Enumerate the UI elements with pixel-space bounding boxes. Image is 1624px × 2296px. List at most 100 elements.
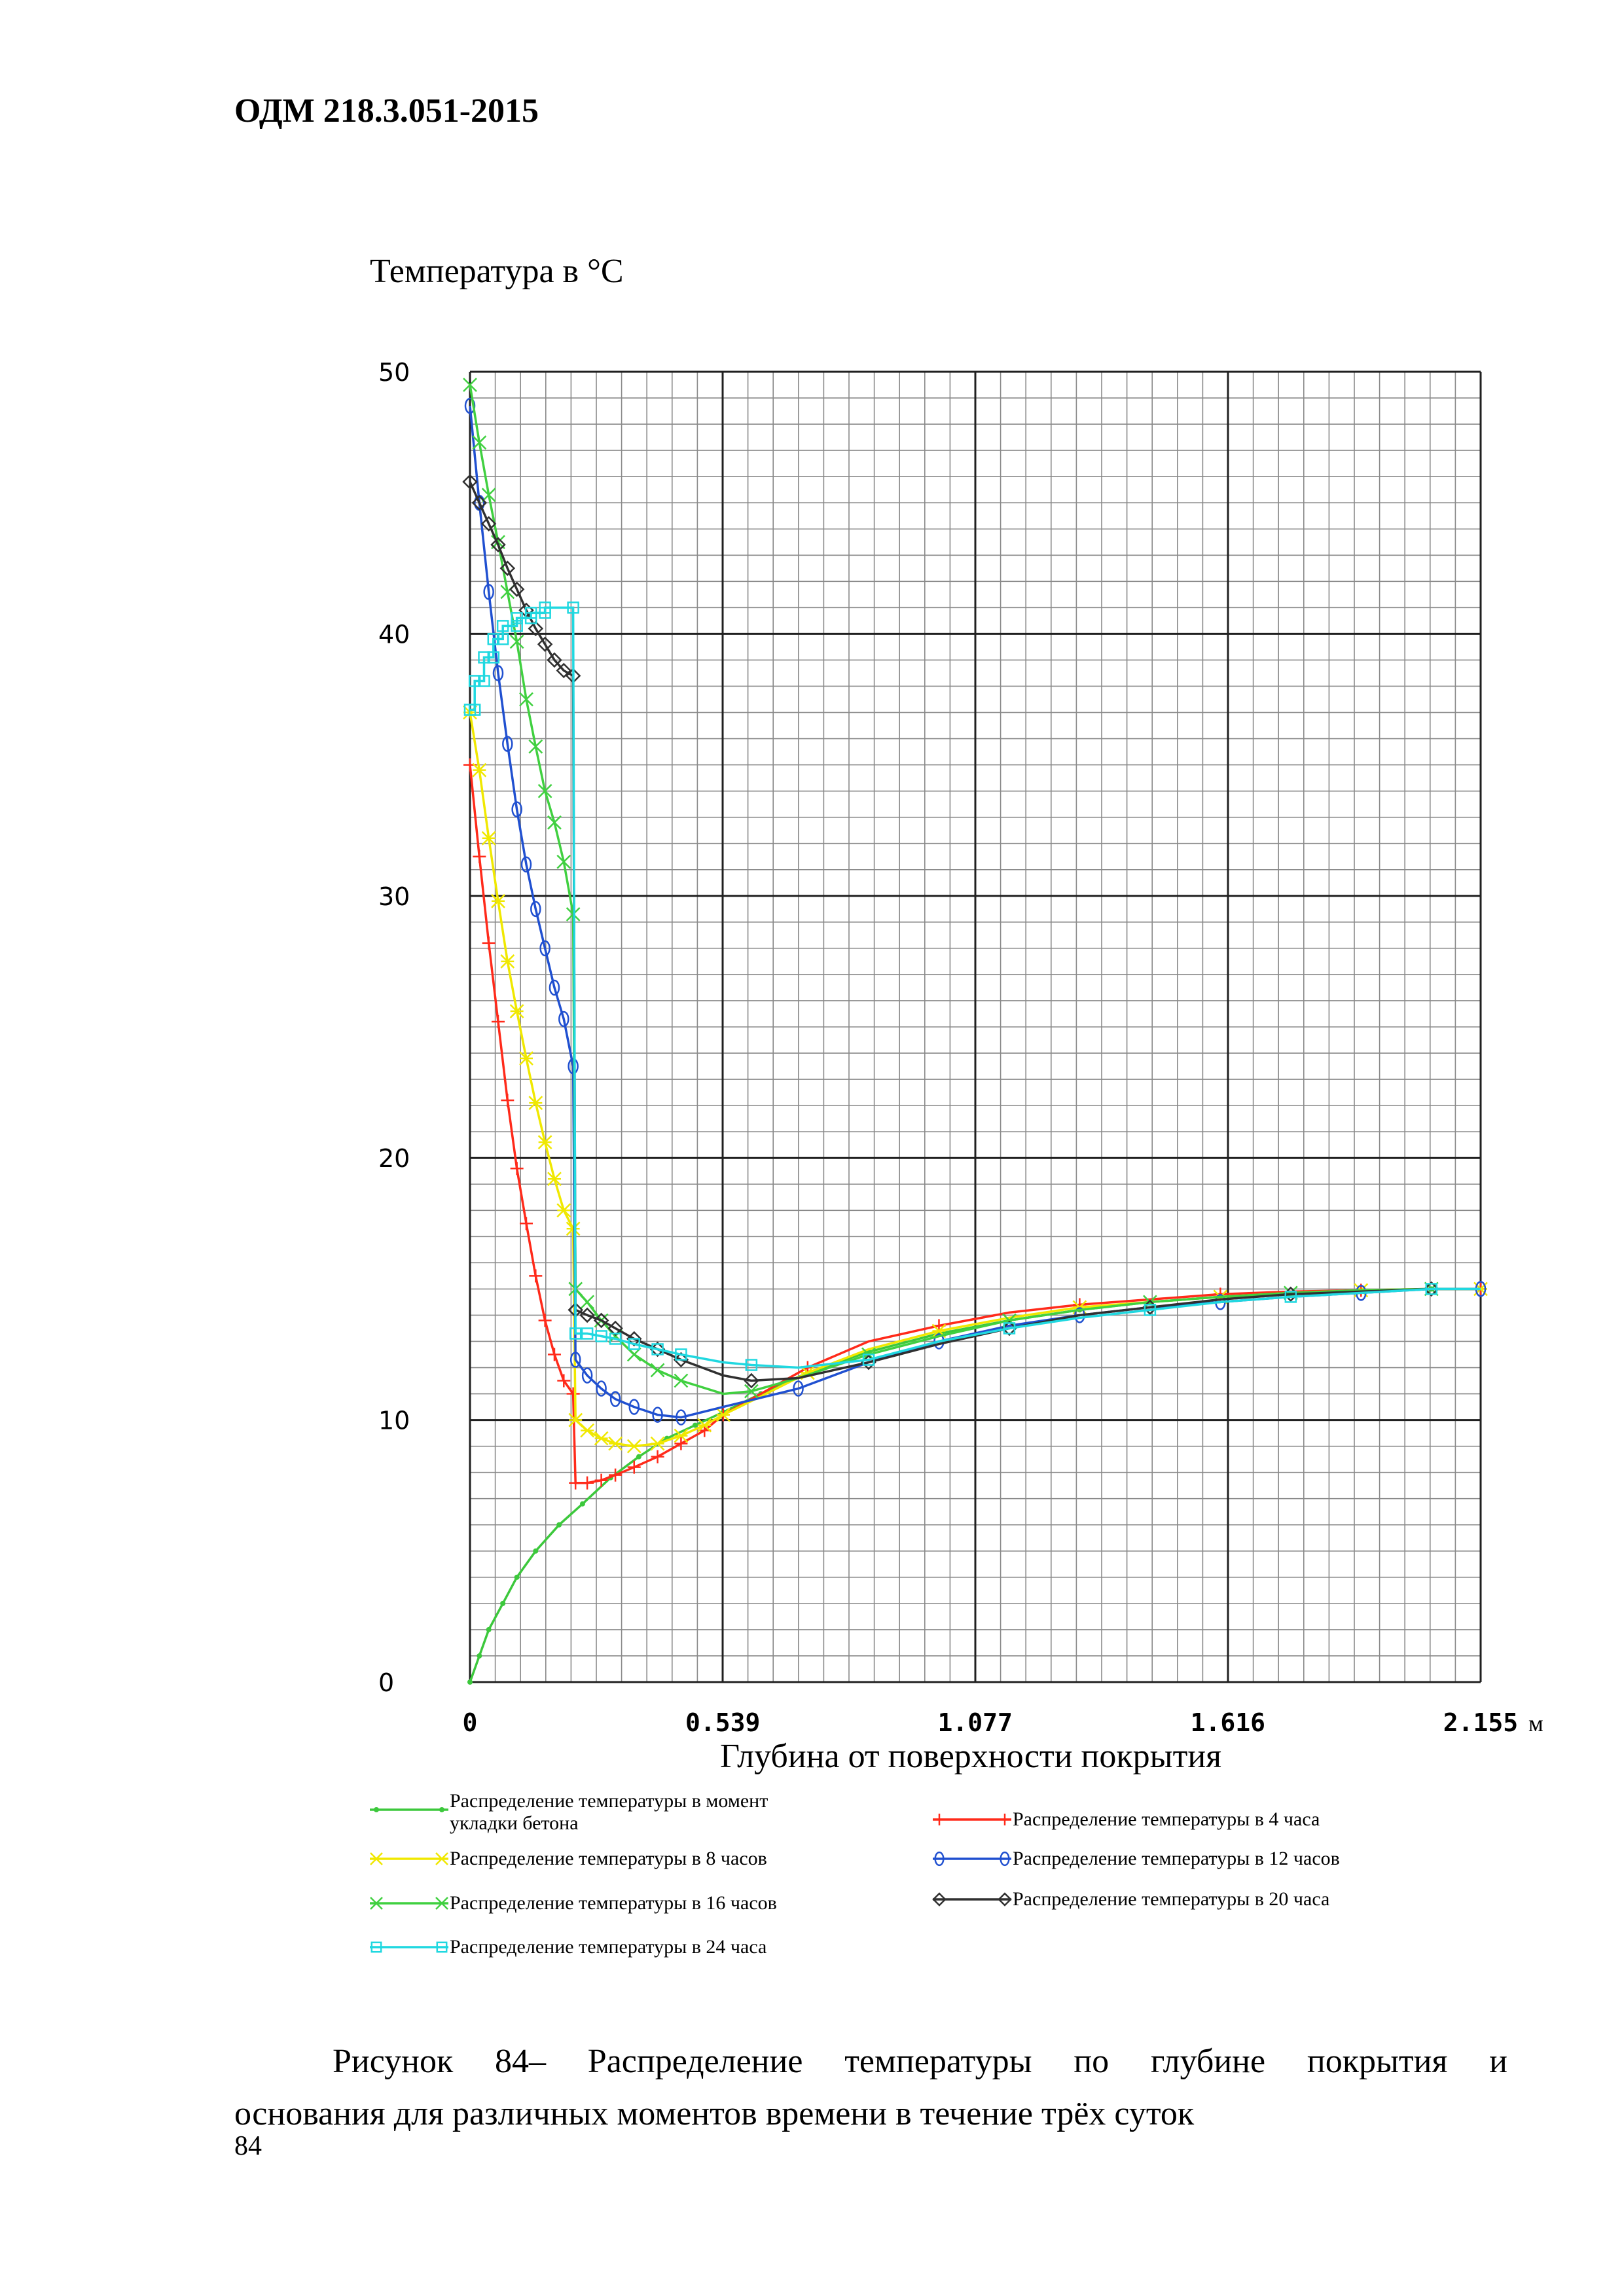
y-tick-label: 0 — [378, 1668, 394, 1697]
data-point-marker — [478, 651, 490, 664]
data-point-marker — [744, 1372, 759, 1389]
data-point-marker — [499, 560, 516, 577]
data-point-marker — [436, 1941, 448, 1953]
data-point-marker — [581, 1367, 593, 1384]
data-point-marker — [467, 1679, 473, 1685]
x-axis-title: Глубина от поверхности покрытия — [720, 1738, 1221, 1775]
data-point-marker — [557, 1374, 571, 1388]
data-point-marker — [537, 636, 553, 653]
data-point-marker — [537, 783, 552, 798]
x-tick-label: 2.155 — [1443, 1708, 1518, 1737]
data-point-marker — [509, 581, 525, 598]
legend-label: Распределение температуры в момент уклад… — [450, 1790, 768, 1834]
data-point-marker — [529, 1269, 543, 1283]
x-tick-label: 0 — [463, 1708, 478, 1737]
legend-swatch — [933, 1814, 1011, 1825]
data-point-marker — [862, 1354, 875, 1366]
data-point-marker — [692, 1422, 698, 1428]
data-point-marker — [594, 1431, 609, 1446]
data-point-marker — [501, 1094, 514, 1107]
data-point-marker — [435, 1897, 448, 1910]
data-point-marker — [593, 1312, 609, 1329]
data-point-marker — [1003, 1322, 1016, 1335]
data-point-marker — [607, 1320, 623, 1336]
data-point-marker — [468, 704, 481, 716]
data-point-marker — [675, 1348, 687, 1361]
legend-label: Распределение температуры в 16 часов — [450, 1892, 777, 1914]
legend-item: Распределение температуры в 24 часа — [370, 1934, 828, 1986]
data-point-marker — [1425, 1283, 1438, 1295]
series-line — [470, 606, 1481, 1369]
legend-label: Распределение температуры в 8 часов — [450, 1848, 767, 1869]
data-point-marker — [483, 584, 494, 600]
x-tick-label: 1.616 — [1191, 1708, 1265, 1737]
data-point-marker — [651, 1343, 664, 1355]
data-point-marker — [524, 607, 537, 619]
data-point-marker — [481, 831, 496, 846]
data-point-marker — [579, 1501, 585, 1507]
data-point-marker — [477, 1653, 482, 1659]
legend-label: Распределение температуры в 12 часов — [1013, 1848, 1340, 1869]
data-point-marker — [628, 1338, 641, 1350]
data-point-marker — [650, 1436, 665, 1451]
data-point-marker — [556, 1203, 571, 1218]
data-point-marker — [511, 620, 523, 632]
data-point-marker — [463, 378, 477, 392]
caption-line-2: основания для различных моментов времени… — [234, 2095, 1195, 2132]
legend-label: Распределение температуры в 24 часа — [450, 1936, 767, 1958]
data-point-marker — [520, 856, 532, 873]
data-point-marker — [569, 1327, 582, 1340]
y-tick-label: 10 — [378, 1407, 410, 1435]
data-point-marker — [609, 1391, 621, 1407]
data-point-marker — [652, 1407, 663, 1423]
x-tick-label: 0.539 — [685, 1708, 760, 1737]
data-point-marker — [1424, 1281, 1439, 1297]
data-point-marker — [530, 901, 541, 918]
series-layer — [462, 378, 1488, 1685]
data-point-marker — [462, 474, 478, 490]
data-point-marker — [547, 652, 562, 668]
data-point-marker — [511, 801, 522, 817]
data-point-marker — [579, 1307, 595, 1323]
data-point-marker — [998, 1892, 1012, 1907]
data-point-marker — [556, 662, 572, 679]
legend-swatch — [370, 1897, 448, 1910]
data-point-marker — [491, 1014, 505, 1028]
x-tick-labels: 0 0.539 1.077 1.616 2.155 — [463, 1708, 1519, 1737]
data-point-marker — [549, 979, 560, 996]
data-point-marker — [509, 634, 524, 649]
data-point-marker — [934, 1851, 945, 1867]
data-point-marker — [490, 537, 506, 553]
data-point-marker — [533, 1548, 539, 1554]
data-point-marker — [486, 1626, 492, 1632]
data-point-marker — [594, 1473, 608, 1487]
data-point-marker — [487, 633, 500, 645]
data-point-marker — [596, 1380, 607, 1397]
data-point-marker — [1001, 1320, 1017, 1336]
data-point-marker — [439, 1807, 444, 1812]
y-tick-label: 20 — [378, 1144, 410, 1173]
legend-swatch — [932, 1892, 1012, 1907]
data-point-marker — [472, 435, 487, 450]
data-point-marker — [933, 1814, 945, 1825]
data-point-marker — [528, 620, 544, 637]
page-number: 84 — [234, 2131, 262, 2161]
data-point-marker — [496, 620, 509, 632]
data-point-marker — [580, 1423, 595, 1438]
legend-item: Распределение температуры в 8 часов — [370, 1846, 828, 1898]
data-point-marker — [636, 1454, 641, 1460]
data-point-marker — [464, 397, 476, 414]
data-point-marker — [473, 850, 486, 863]
data-point-marker — [471, 495, 488, 511]
data-point-marker — [626, 1331, 642, 1347]
data-point-marker — [674, 1428, 689, 1443]
legend-swatch — [370, 1941, 448, 1953]
data-point-marker — [528, 1096, 543, 1110]
data-point-marker — [674, 1437, 688, 1450]
data-point-marker — [510, 1162, 524, 1175]
data-point-marker — [716, 1407, 731, 1422]
data-point-marker — [500, 1600, 506, 1606]
data-point-marker — [482, 936, 496, 950]
data-point-marker — [547, 815, 562, 830]
data-point-marker — [650, 1363, 665, 1378]
